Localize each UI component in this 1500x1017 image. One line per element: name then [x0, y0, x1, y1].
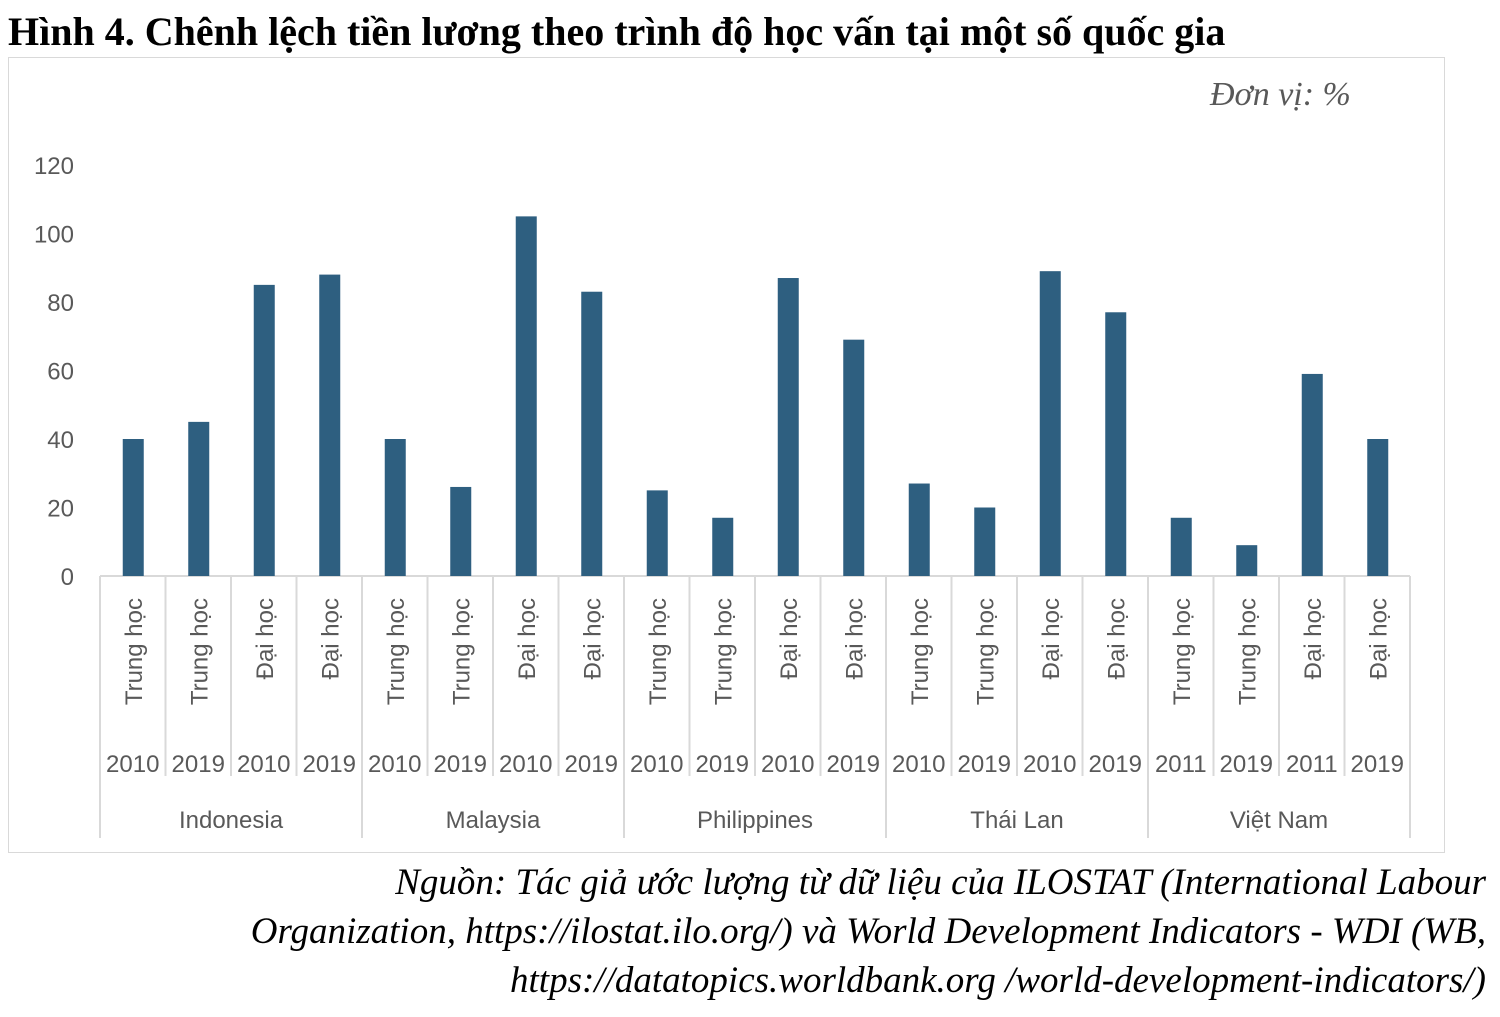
y-tick-label: 100 [34, 222, 74, 249]
source-line-2: Organization, https://ilostat.ilo.org/) … [250, 911, 1486, 952]
bar [1039, 271, 1061, 576]
bar [843, 339, 865, 576]
level-label: Trung học [1169, 598, 1196, 705]
level-label: Trung học [972, 598, 999, 705]
level-label: Đại học [1103, 598, 1130, 679]
year-label: 2010 [761, 751, 814, 778]
y-tick-label: 60 [47, 359, 74, 386]
year-label: 2019 [434, 751, 487, 778]
source-line-1: Nguồn: Tác giả ước lượng từ dữ liệu của … [395, 862, 1486, 903]
bar [384, 439, 406, 576]
country-label: Philippines [697, 807, 813, 834]
bar [319, 274, 341, 576]
year-label: 2019 [1220, 751, 1273, 778]
bar [1105, 312, 1127, 576]
year-label: 2019 [1351, 751, 1404, 778]
year-label: 2019 [172, 751, 225, 778]
y-tick-label: 80 [47, 290, 74, 317]
y-tick-label: 20 [47, 496, 74, 523]
bar [646, 490, 668, 576]
level-label: Trung học [186, 598, 213, 705]
level-label: Trung học [710, 598, 737, 705]
country-label: Việt Nam [1230, 807, 1328, 834]
year-label: 2019 [1089, 751, 1142, 778]
level-label: Trung học [907, 598, 934, 705]
year-label: 2010 [1023, 751, 1076, 778]
level-label: Đại học [579, 598, 606, 679]
bar [1301, 373, 1323, 576]
bar [908, 483, 930, 576]
source-note: Nguồn: Tác giả ước lượng từ dữ liệu của … [16, 858, 1486, 1005]
level-label: Đại học [252, 598, 279, 679]
level-label: Đại học [841, 598, 868, 679]
year-label: 2010 [106, 751, 159, 778]
year-label: 2010 [237, 751, 290, 778]
country-label: Malaysia [446, 807, 541, 834]
level-label: Đại học [776, 598, 803, 679]
year-label: 2019 [827, 751, 880, 778]
bar [777, 278, 799, 576]
level-label: Đại học [1365, 598, 1392, 679]
y-tick-label: 40 [47, 427, 74, 454]
year-label: 2019 [696, 751, 749, 778]
y-tick-label: 0 [61, 564, 74, 591]
year-label: 2010 [892, 751, 945, 778]
year-label: 2011 [1286, 751, 1338, 778]
chart-frame [8, 57, 1445, 853]
bar [1170, 517, 1192, 576]
year-label: 2011 [1155, 751, 1207, 778]
level-label: Trung học [645, 598, 672, 705]
country-label: Indonesia [179, 807, 284, 834]
y-tick-label: 120 [34, 153, 74, 180]
country-label: Thái Lan [970, 807, 1063, 834]
level-label: Đại học [317, 598, 344, 679]
year-label: 2010 [499, 751, 552, 778]
bar [253, 284, 275, 576]
year-label: 2019 [958, 751, 1011, 778]
bar [122, 439, 144, 576]
level-label: Đại học [1038, 598, 1065, 679]
source-line-3: https://datatopics.worldbank.org /world-… [510, 960, 1486, 1001]
level-label: Trung học [121, 598, 148, 705]
bar [1367, 439, 1389, 576]
bar [712, 517, 734, 576]
chart-title: Hình 4. Chênh lệch tiền lương theo trình… [8, 9, 1226, 54]
year-label: 2010 [368, 751, 421, 778]
bar [450, 486, 472, 576]
year-label: 2010 [630, 751, 683, 778]
level-label: Đại học [514, 598, 541, 679]
bar [515, 216, 537, 576]
level-label: Trung học [1234, 598, 1261, 705]
unit-label: Đơn vị: % [1210, 76, 1351, 113]
bar [188, 421, 210, 576]
year-label: 2019 [303, 751, 356, 778]
level-label: Trung học [383, 598, 410, 705]
year-label: 2019 [565, 751, 618, 778]
bar [581, 291, 603, 576]
bar [974, 507, 996, 576]
bar [1236, 545, 1258, 576]
level-label: Đại học [1300, 598, 1327, 679]
level-label: Trung học [448, 598, 475, 705]
